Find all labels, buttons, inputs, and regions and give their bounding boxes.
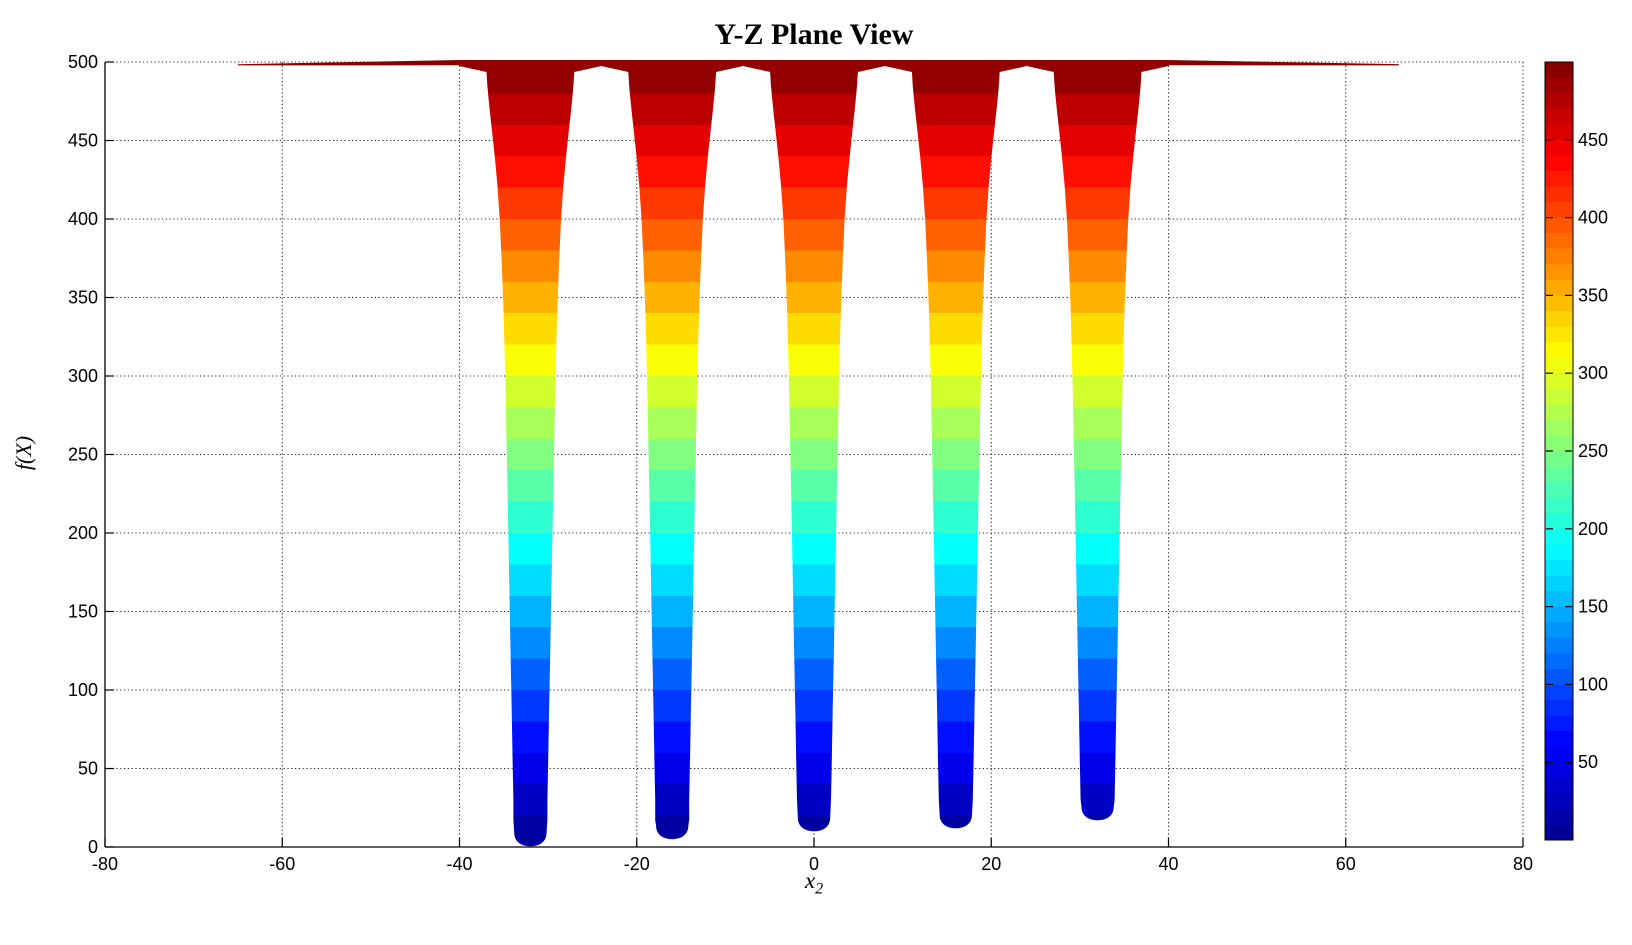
y-tick-label: 300: [68, 366, 98, 386]
grid-lines: [105, 61, 1524, 847]
y-tick-label: 450: [68, 131, 98, 151]
y-tick-label: 50: [78, 759, 98, 779]
x-axis-label-subscript: 2: [815, 880, 824, 898]
y-tick-label: 150: [68, 602, 98, 622]
x-tick-label: -20: [624, 854, 650, 874]
colorbar-tick-label: 150: [1578, 597, 1608, 617]
x-tick-label: 0: [809, 854, 819, 874]
x-tick-label: 80: [1513, 854, 1533, 874]
colorbar-tick-label: 300: [1578, 363, 1608, 383]
x-tick-label: 20: [981, 854, 1001, 874]
y-tick-label: 250: [68, 445, 98, 465]
well-funnel: [884, 60, 1027, 829]
y-tick-label: 500: [68, 52, 98, 72]
colorbar-tick-label: 400: [1578, 208, 1608, 228]
well-funnel: [743, 60, 885, 832]
tick-marks: [104, 61, 1524, 848]
y-tick-label: 0: [88, 837, 98, 857]
x-tick-label: -80: [92, 854, 118, 874]
x-tick-label: -40: [446, 854, 472, 874]
colorbar-tick-label: 350: [1578, 285, 1608, 305]
chart-title: Y-Z Plane View: [714, 18, 914, 51]
colorbar-tick-label: 50: [1578, 752, 1598, 772]
colorbar-tick-label: 200: [1578, 519, 1608, 539]
x-tick-label: 40: [1158, 854, 1178, 874]
x-axis-label-base: x: [804, 868, 816, 893]
plateau-strip-left: [237, 60, 460, 66]
colorbar-tick-label: 450: [1578, 130, 1608, 150]
x-tick-label: 60: [1336, 854, 1356, 874]
well-funnel: [459, 60, 602, 847]
plateau-strip-right: [1168, 60, 1399, 66]
colorbar-tick-label: 250: [1578, 441, 1608, 461]
x-axis-label: x2: [105, 868, 1523, 899]
y-tick-label: 100: [68, 680, 98, 700]
surface-projection: [237, 60, 1399, 847]
colorbar: 50 100 150 200 250 300 350 400 450: [1544, 61, 1608, 841]
colorbar-tick-label: 100: [1578, 674, 1608, 694]
y-tick-label: 200: [68, 523, 98, 543]
well-funnel: [1026, 60, 1169, 821]
y-tick-label: 350: [68, 288, 98, 308]
y-tick-label: 400: [68, 209, 98, 229]
x-tick-label: -60: [269, 854, 295, 874]
well-funnel: [601, 60, 744, 840]
